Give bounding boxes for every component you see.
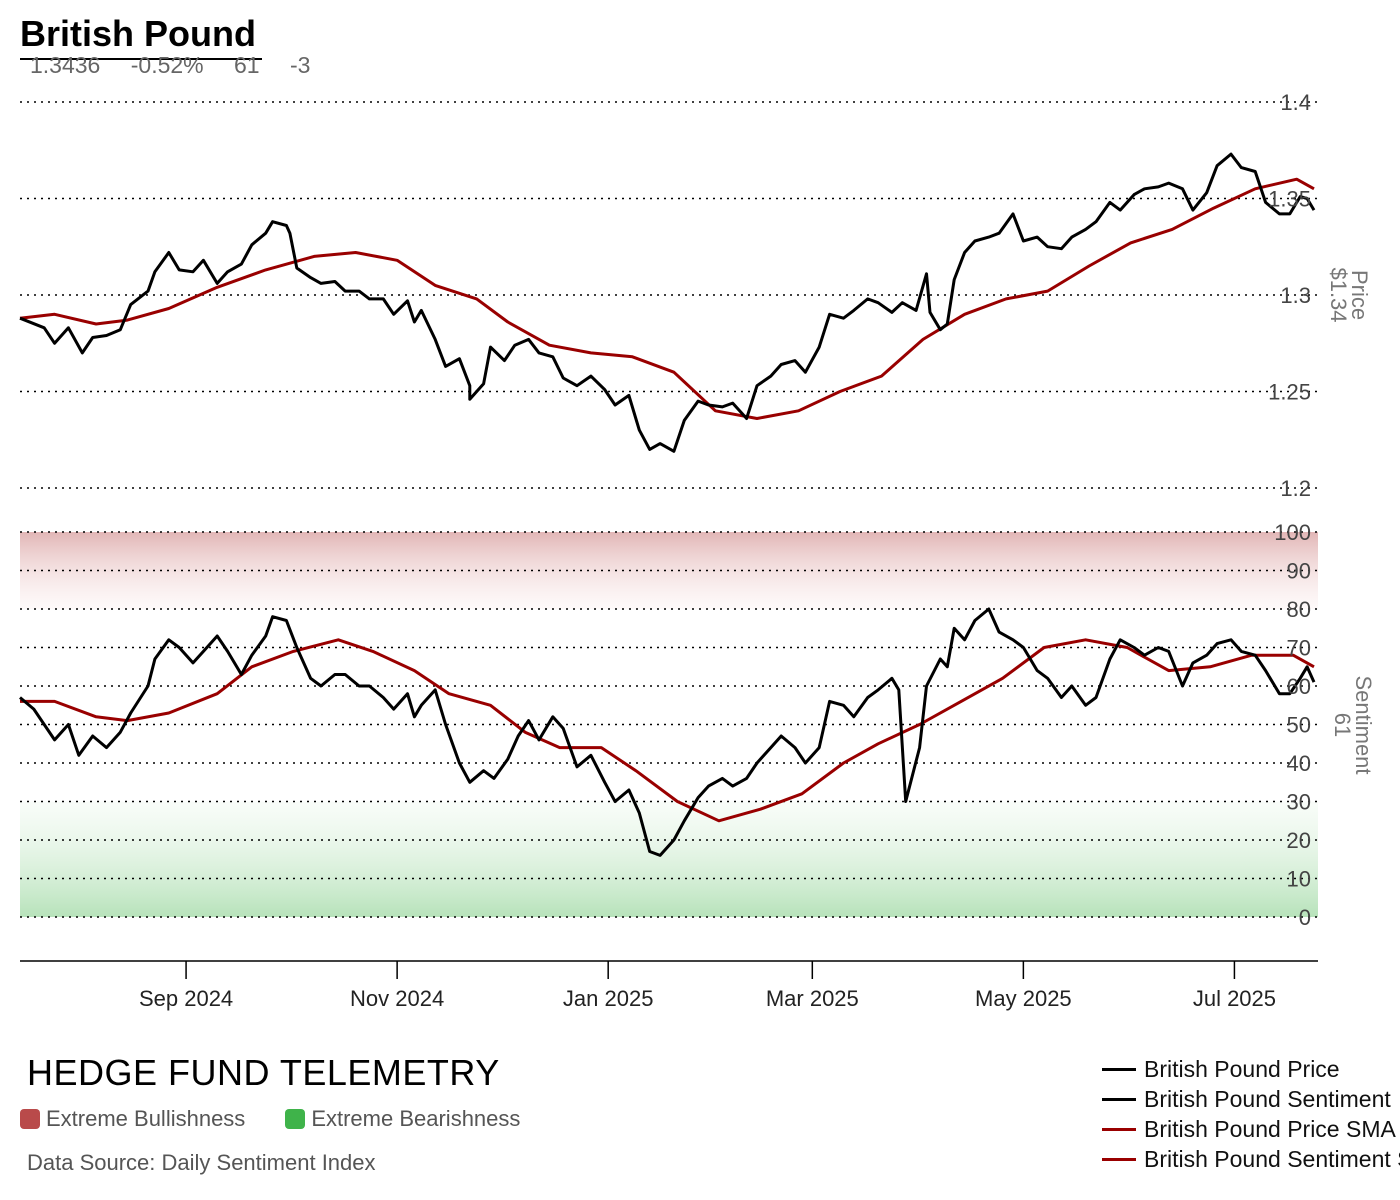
chart-title: British Pound — [20, 13, 256, 54]
sentiment-tick-label: 0 — [1299, 905, 1311, 930]
legend-line-icon — [1102, 1127, 1136, 1131]
legend-item-sentiment: British Pound Sentiment — [1102, 1084, 1400, 1114]
price-tick-label: 1.3 — [1280, 283, 1311, 308]
sentiment-sma-line — [20, 638, 1315, 823]
series-lines — [19, 152, 1316, 857]
x-tick-label: Jan 2025 — [563, 986, 654, 1011]
title-underline — [20, 58, 262, 60]
legend-line-icon — [1102, 1067, 1136, 1071]
chart: 1.21.251.31.351.40102030405060708090100 … — [19, 90, 1376, 1011]
extreme-bullish-band — [20, 532, 1318, 609]
stat-sentiment: 61 — [234, 52, 260, 78]
x-tick-label: Jul 2025 — [1193, 986, 1276, 1011]
zone-legend: Extreme Bullishness Extreme Bearishness — [20, 1106, 560, 1132]
x-tick-label: May 2025 — [975, 986, 1072, 1011]
zone-legend-label: Extreme Bullishness — [46, 1106, 246, 1131]
sentiment-tick-label: 20 — [1287, 828, 1311, 853]
x-tick-label: Mar 2025 — [766, 986, 859, 1011]
data-source: Data Source: Daily Sentiment Index — [27, 1150, 376, 1175]
stat-change: -0.52% — [130, 52, 204, 78]
sentiment-tick-label: 100 — [1274, 520, 1311, 545]
sentiment-tick-label: 50 — [1287, 713, 1311, 738]
legend-line-icon — [1102, 1157, 1136, 1161]
sentiment-tick-label: 70 — [1287, 636, 1311, 661]
legend-label: British Pound Sentiment SMA — [1144, 1145, 1400, 1172]
x-tick-label: Sep 2024 — [139, 986, 233, 1011]
price-tick-label: 1.4 — [1280, 90, 1311, 115]
sentiment-current-label: 61 — [1330, 713, 1355, 737]
legend-item-price: British Pound Price — [1102, 1054, 1400, 1084]
zone-bands — [20, 532, 1318, 917]
extreme-bearish-band — [20, 801, 1318, 917]
series-legend: British Pound Price British Pound Sentim… — [1102, 1054, 1400, 1174]
price-axis-label: Price — [1347, 270, 1372, 320]
price-tick-label: 1.2 — [1280, 476, 1311, 501]
stat-price: 1.3436 — [30, 52, 101, 78]
price-tick-label: 1.25 — [1268, 380, 1311, 405]
sentiment-line — [19, 607, 1316, 857]
sentiment-tick-label: 90 — [1287, 559, 1311, 584]
zone-legend-label: Extreme Bearishness — [311, 1106, 521, 1131]
stat-sentiment-change: -3 — [290, 52, 311, 78]
sentiment-tick-label: 80 — [1287, 597, 1311, 622]
sentiment-tick-label: 30 — [1287, 790, 1311, 815]
price-sma-line — [19, 177, 1315, 420]
x-tick-label: Nov 2024 — [350, 986, 444, 1011]
y-tick-labels: 1.2 1.25 1.3 1.35 1.4 0 10 20 30 40 50 60 70 80 90 100 — [1268, 90, 1311, 930]
legend-item-price-sma: British Pound Price SMA — [1102, 1114, 1400, 1144]
brand-name: HEDGE FUND TELEMETRY — [27, 1052, 500, 1093]
legend-line-icon — [1102, 1097, 1136, 1101]
price-current-label: $1.34 — [1326, 267, 1351, 322]
legend-item-sentiment-sma: British Pound Sentiment SMA — [1102, 1144, 1400, 1174]
legend-label: British Pound Price SMA — [1144, 1115, 1396, 1142]
zone-legend-bear: Extreme Bearishness — [285, 1106, 520, 1132]
price-tick-label: 1.35 — [1268, 187, 1311, 212]
sentiment-tick-label: 40 — [1287, 751, 1311, 776]
legend-label: British Pound Sentiment — [1144, 1085, 1391, 1112]
bear-swatch-icon — [285, 1109, 306, 1129]
bull-swatch-icon — [20, 1109, 40, 1129]
sentiment-tick-label: 60 — [1287, 674, 1311, 699]
x-axis: Sep 2024 Nov 2024 Jan 2025 Mar 2025 May 2025… — [20, 960, 1318, 1011]
sentiment-axis-label: Sentiment — [1351, 675, 1376, 774]
zone-legend-bull: Extreme Bullishness — [20, 1106, 245, 1132]
sentiment-tick-label: 10 — [1287, 867, 1311, 892]
legend-label: British Pound Price — [1144, 1055, 1340, 1082]
price-line — [19, 152, 1316, 453]
header-stats: 1.3436 -0.52% 61 -3 — [30, 52, 334, 79]
